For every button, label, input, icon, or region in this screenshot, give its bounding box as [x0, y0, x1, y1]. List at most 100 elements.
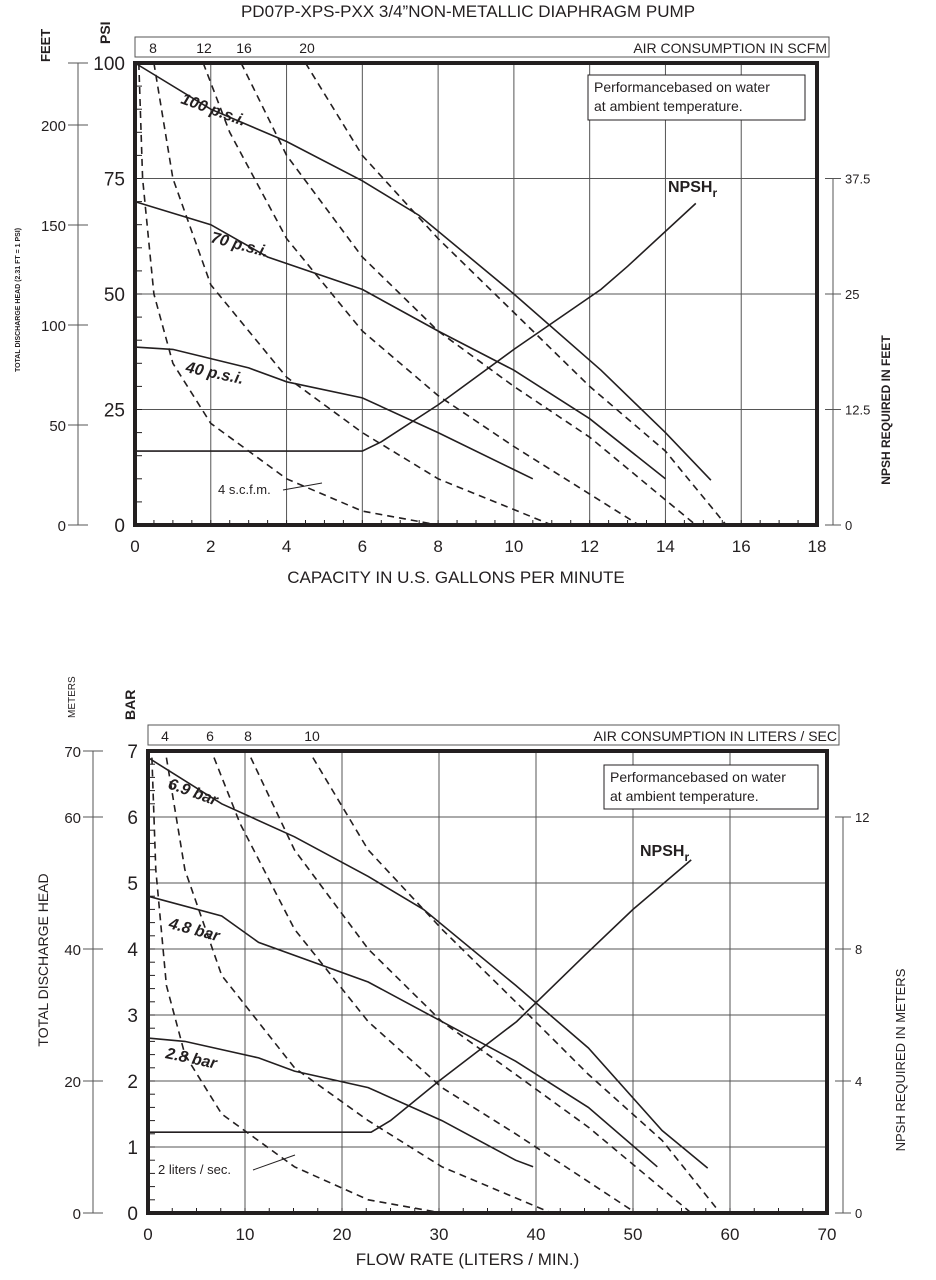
curve-label: 4.8 bar [166, 915, 222, 945]
air-band-tick: 20 [299, 40, 315, 56]
npsh-label-main: NPSH [668, 179, 712, 196]
air-band-tick: 8 [149, 40, 157, 56]
curve-label: 100 p.s.i. [179, 91, 248, 130]
npsh-label-sub: r [684, 850, 689, 864]
x-tick-label: 14 [656, 537, 675, 556]
npsh-tick-label: 8 [855, 942, 862, 957]
outer-tick-label: 50 [49, 418, 66, 435]
y-tick-label: 25 [104, 401, 125, 422]
air-band-tick: 6 [206, 728, 214, 744]
air-band-tick: 10 [304, 728, 320, 744]
x-tick-label: 2 [206, 537, 215, 556]
outer-axis-unit: METERS [67, 676, 78, 718]
npsh-axis-title: NPSH REQUIRED IN METERS [893, 968, 908, 1151]
air-consumption-band [134, 36, 830, 58]
series-line-8 [153, 62, 553, 526]
npsh-label-main: NPSH [640, 843, 684, 860]
x-tick-label: 20 [333, 1225, 352, 1244]
series-line-100-p-s-i- [134, 62, 712, 481]
series-line-70-p-s-i- [134, 200, 666, 480]
outer-axis-title: TOTAL DISCHARGE HEAD (2.31 FT = 1 PSI) [15, 228, 22, 372]
plot-frame [146, 749, 829, 1215]
series-line-2-8-bar [147, 1037, 534, 1168]
x-tick-label: 60 [721, 1225, 740, 1244]
outer-tick-label: 70 [64, 744, 81, 761]
outer-tick-label: 150 [41, 218, 66, 235]
air-curve-label: 2 liters / sec. [158, 1162, 231, 1177]
x-tick-label: 30 [430, 1225, 449, 1244]
y-tick-label: 0 [127, 1204, 138, 1225]
npsh-tick-label: 25 [845, 287, 859, 302]
chart-2: 4 6 8 10 AIR CONSUMPTION IN LITERS / SEC 6.9 … [35, 676, 908, 1269]
npsh-tick-label: 12 [855, 810, 869, 825]
curve-label: 40 p.s.i. [183, 359, 245, 388]
outer-axis-unit: FEET [38, 29, 53, 62]
series-line-4-8-bar [147, 895, 658, 1168]
y-tick-label: 75 [104, 170, 125, 191]
outer-axis-title: TOTAL DISCHARGE HEAD [35, 873, 51, 1046]
outer-tick-label: 40 [64, 942, 81, 959]
outer-tick-label: 200 [41, 118, 66, 135]
series-line-npshr [135, 202, 697, 452]
y-tick-label: 4 [127, 940, 138, 961]
series-line-10 [312, 757, 721, 1214]
x-tick-label: 70 [818, 1225, 837, 1244]
npsh-label: NPSHr [640, 843, 689, 864]
series-line-4 [165, 757, 552, 1214]
x-tick-label: 12 [580, 537, 599, 556]
chart-title: PD07P-XPS-PXX 3/4”NON-METALLIC DIAPHRAGM… [240, 2, 696, 21]
note-box [603, 764, 819, 810]
outer-tick-label: 0 [73, 1206, 81, 1223]
npsh-label-sub: r [712, 186, 717, 200]
y-axis-unit: BAR [122, 690, 138, 720]
series-line-6-9-bar [147, 756, 709, 1169]
y-tick-label: 5 [127, 874, 138, 895]
air-band-tick: 16 [236, 40, 252, 56]
curve-label: 70 p.s.i. [209, 229, 270, 261]
series-line-8 [250, 757, 692, 1214]
series-line-20 [304, 62, 727, 526]
x-tick-label: 4 [282, 537, 291, 556]
x-tick-label: 40 [527, 1225, 546, 1244]
series-line-16 [240, 62, 697, 526]
npsh-tick-label: 12.5 [845, 403, 870, 418]
plot-frame [133, 61, 819, 527]
x-axis-title: CAPACITY IN U.S. GALLONS PER MINUTE [287, 568, 625, 587]
air-band-label: AIR CONSUMPTION IN LITERS / SEC [594, 728, 837, 744]
x-tick-label: 16 [732, 537, 751, 556]
note-box [587, 74, 806, 121]
note-text: at ambient temperature. [610, 788, 759, 804]
outer-tick-label: 100 [41, 318, 66, 335]
x-tick-label: 18 [808, 537, 827, 556]
y-tick-label: 2 [127, 1072, 138, 1093]
npsh-tick-label: 0 [855, 1206, 862, 1221]
arrow-line [282, 482, 323, 491]
series-line-4-s-c-f-m- [138, 62, 439, 526]
series-line-12 [202, 62, 640, 526]
x-tick-label: 10 [236, 1225, 255, 1244]
curve-label: 2.8 bar [163, 1045, 219, 1073]
x-tick-label: 50 [624, 1225, 643, 1244]
series-line-6 [213, 757, 637, 1214]
npsh-axis-title: NPSH REQUIRED IN FEET [879, 335, 893, 485]
y-tick-label: 6 [127, 808, 138, 829]
series-line-2-liters-sec- [151, 757, 443, 1214]
note-text: Performancebased on water [594, 79, 770, 95]
x-tick-label: 6 [358, 537, 367, 556]
y-tick-label: 0 [114, 516, 125, 537]
npsh-tick-label: 37.5 [845, 172, 870, 187]
air-band-tick: 12 [196, 40, 212, 56]
x-tick-label: 10 [504, 537, 523, 556]
y-tick-label: 3 [127, 1006, 138, 1027]
curve-label: 6.9 bar [166, 776, 221, 810]
air-band-tick: 8 [244, 728, 252, 744]
series-line-40-p-s-i- [134, 346, 534, 480]
outer-tick-label: 60 [64, 810, 81, 827]
arrow-line [252, 1154, 296, 1171]
air-band-tick: 4 [161, 728, 169, 744]
x-tick-label: 8 [433, 537, 442, 556]
y-axis-unit: PSI [97, 21, 113, 44]
x-tick-label: 0 [143, 1225, 152, 1244]
